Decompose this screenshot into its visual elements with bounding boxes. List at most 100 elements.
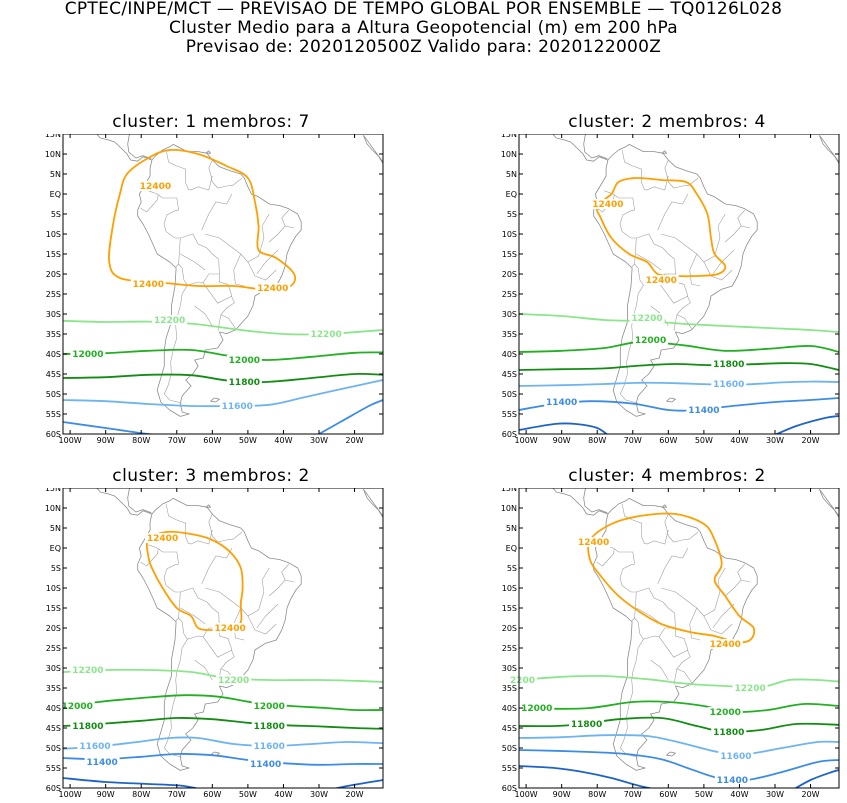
x-tick-label: 30W [766,790,784,798]
contour-line [519,734,839,756]
country-border [178,591,188,640]
y-tick-label: EQ [50,190,61,199]
contour-label: 12400 [214,624,245,634]
x-tick-label: 70W [168,436,186,444]
contour-label: 11400 [250,760,281,770]
country-border [247,615,277,635]
contour-line [63,753,383,766]
contour-label-bg [643,275,679,285]
contour-line [63,736,383,750]
y-tick-label: 50S [502,744,517,753]
coastline-central-america [552,488,609,516]
country-border [180,233,220,275]
panel-cluster-3: cluster: 3 membros: 2 12400 12400 12200 122… [36,466,436,798]
contour-label-bg [130,279,166,289]
contour-line [519,313,839,333]
coastline-central-america-north [127,488,152,514]
plot-frame [518,134,840,435]
country-border [661,233,705,263]
country-border [205,587,249,617]
coastline-falklands [210,397,220,403]
y-tick-label: 5S [51,210,61,219]
country-border [180,253,206,271]
y-tick-label: 30S [502,664,517,673]
contour-label: 12000 [521,704,552,714]
x-tick-label: 70W [168,790,186,798]
x-tick-label: 100W [515,790,538,798]
y-tick-label: 25S [46,644,61,653]
x-tick-label: 30W [766,436,784,444]
contour-label-bg [519,703,555,713]
coastline-falklands [666,751,676,757]
y-tick-label: 45S [502,724,517,733]
contour-label-bg [711,379,747,389]
x-tick-label: 20W [802,790,820,798]
country-border [208,513,243,543]
y-tick-label: 5N [506,524,517,533]
contour-label: 11400 [688,406,719,416]
contour-label-bg [145,533,181,543]
contour-label: 12000 [72,350,103,360]
contour-label: 11800 [229,378,260,388]
y-tick-label: 15S [502,250,517,259]
panel-title: cluster: 3 membros: 2 [112,466,310,486]
y-tick-label: 40S [46,704,61,713]
panel-cluster-1: cluster: 1 membros: 7 12400 12400 12400 122… [36,112,436,444]
contour-label-bg [255,283,291,293]
contour-line [587,512,756,644]
country-border [247,261,277,281]
y-tick-label: 50S [502,390,517,399]
y-tick-label: 20S [46,270,61,279]
country-border [604,190,637,239]
x-tick-label: 20W [346,790,364,798]
contour-label: 12400 [133,280,164,290]
contour-label: 12000 [254,702,285,712]
y-tick-label: 10S [502,230,517,239]
country-border [643,627,689,658]
panel-title: cluster: 4 membros: 2 [568,466,766,486]
x-tick-label: 80W [132,790,150,798]
country-border [175,263,179,268]
contour-label: 12000 [229,356,260,366]
country-border [165,149,213,191]
contour-label-bg [219,401,255,411]
contour-line [317,399,383,434]
y-tick-label: 40S [502,704,517,713]
contour-label: 11800 [254,722,285,732]
contour-label: 11600 [79,742,110,752]
y-tick-label: 15N [501,488,517,493]
contour-line [63,717,383,730]
contour-label-bg [714,775,750,785]
x-tick-label: 70W [624,436,642,444]
country-border [194,305,213,327]
country-border [703,213,726,263]
x-tick-label: 80W [588,436,606,444]
y-tick-label: 10N [501,150,517,159]
x-tick-label: 50W [695,790,713,798]
y-tick-label: 35S [46,684,61,693]
country-border [247,213,270,263]
country-border [636,253,662,271]
coastline-central-america [96,134,153,162]
contour-line [519,716,839,734]
x-tick-label: 80W [132,436,150,444]
coastline-africa [819,488,839,518]
contour-line [595,177,727,278]
country-border [703,567,726,617]
contour-label: 11800 [713,360,744,370]
contour-label-bg [569,719,605,729]
x-tick-label: 90W [553,436,571,444]
country-border [201,547,233,585]
contour-line [519,749,839,782]
panel-title: cluster: 2 membros: 4 [568,112,766,132]
contour-label: 12400 [646,276,677,286]
country-border [165,503,213,545]
y-tick-label: 10N [501,504,517,513]
y-tick-label: 50S [46,390,61,399]
y-tick-label: 5S [507,564,517,573]
country-border [268,225,286,243]
contour-label-bg [718,751,754,761]
country-border [664,159,699,189]
country-border [673,314,678,331]
country-border [604,544,637,593]
